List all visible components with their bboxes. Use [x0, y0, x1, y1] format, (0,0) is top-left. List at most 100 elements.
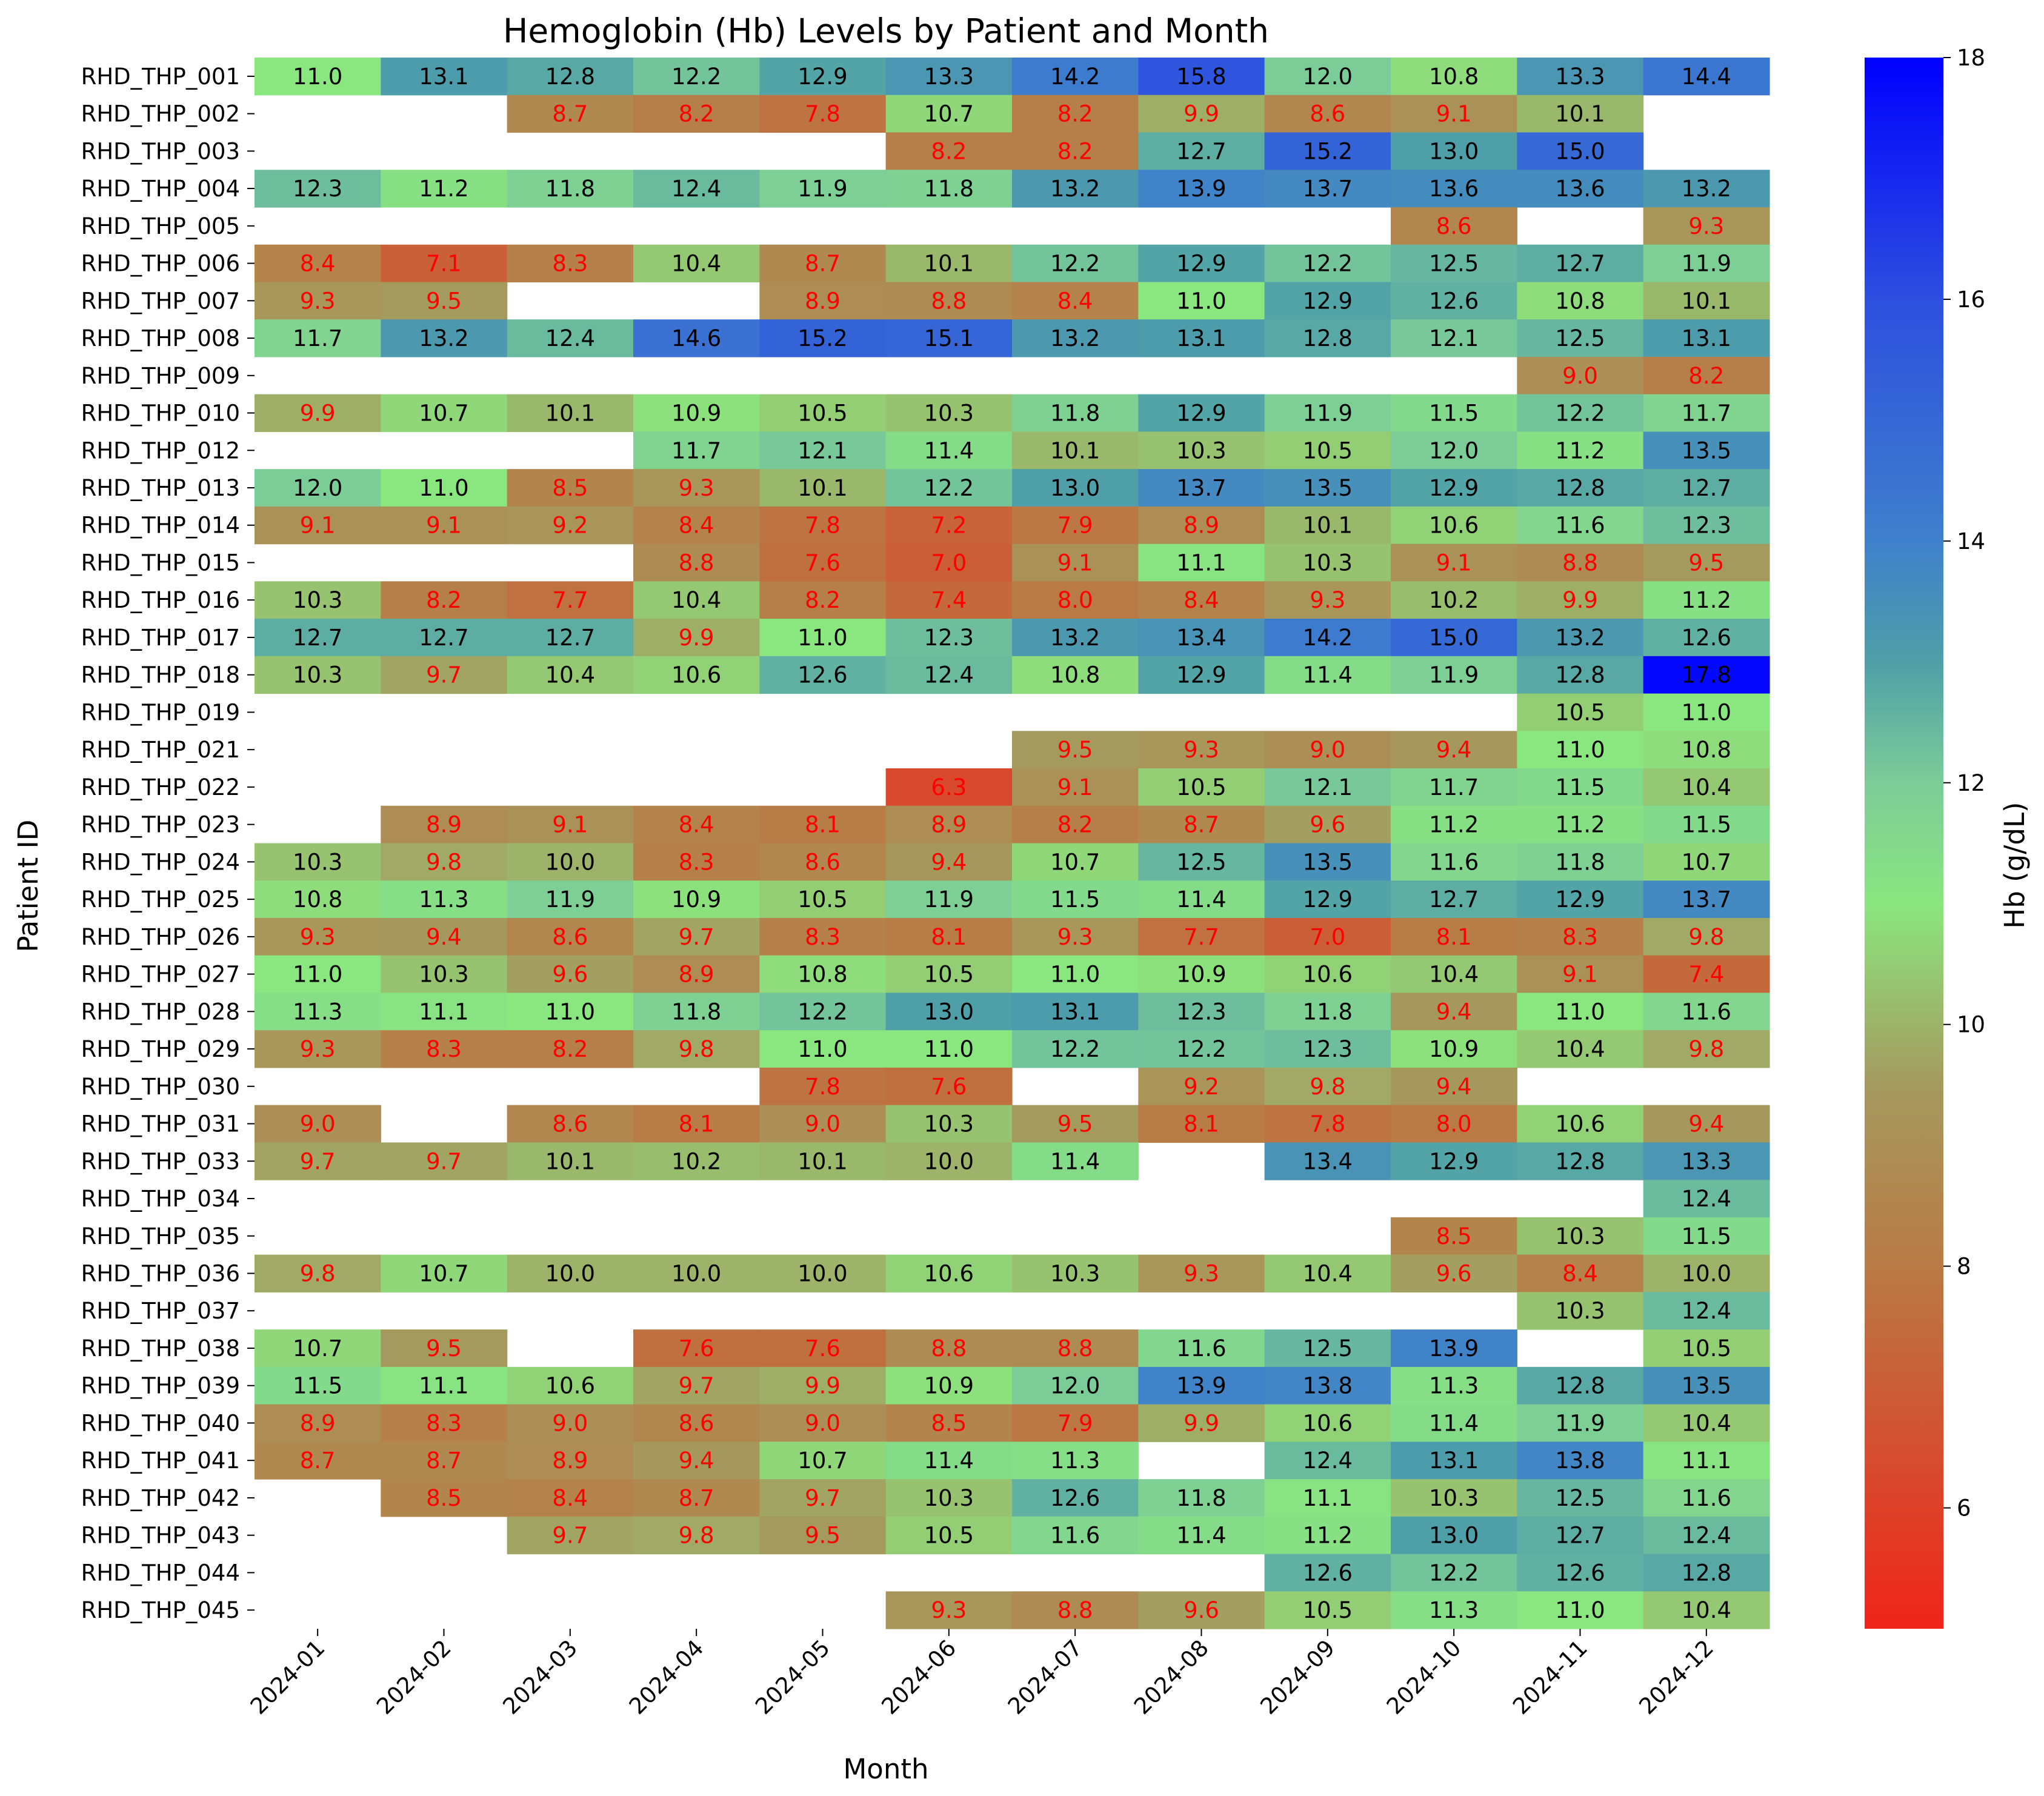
cell-value-label: 10.5: [1176, 774, 1226, 800]
cell-value-label: 11.0: [924, 1036, 974, 1062]
heatmap-cell: [1138, 1105, 1265, 1143]
cell-value-label: 12.4: [1303, 1448, 1353, 1474]
cell-value-label: 11.5: [1555, 774, 1605, 800]
y-tick-label: RHD_THP_002: [81, 101, 240, 127]
cell-value-label: 9.4: [1436, 999, 1472, 1025]
heatmap-cell: [1264, 1105, 1391, 1143]
heatmap-cell: [381, 656, 508, 694]
cell-value-label: 11.1: [1303, 1485, 1353, 1511]
cell-value-label: 11.0: [293, 64, 342, 90]
heatmap-cell: [1517, 1442, 1644, 1480]
heatmap-cell: [885, 544, 1013, 582]
cell-value-label: 9.1: [1436, 101, 1472, 127]
heatmap-cell: [1643, 244, 1770, 283]
y-tick-label: RHD_THP_006: [81, 251, 240, 277]
heatmap-cell: [1517, 132, 1644, 170]
heatmap-cell: [885, 394, 1013, 432]
heatmap-cell: [381, 58, 508, 96]
cell-value-label: 10.3: [1303, 550, 1353, 576]
heatmap-cell: [1264, 1067, 1391, 1106]
cell-value-label: 13.7: [1682, 886, 1731, 913]
cell-value-label: 10.8: [1050, 662, 1100, 688]
heatmap-cell: [1012, 1591, 1139, 1629]
cell-value-label: 10.4: [1682, 1597, 1731, 1623]
heatmap-cell: [507, 469, 634, 507]
heatmap-cell: [381, 244, 508, 283]
heatmap-cell: [1012, 95, 1139, 133]
cell-value-label: 9.6: [552, 962, 588, 988]
cell-value-label: 12.7: [419, 625, 468, 651]
heatmap-cell: [1264, 581, 1391, 619]
cell-value-label: 9.6: [1183, 1597, 1219, 1623]
cell-value-label: 11.0: [419, 475, 468, 501]
cell-value-label: 10.5: [924, 1523, 974, 1549]
cell-value-label: 8.4: [1057, 288, 1093, 314]
heatmap-cell: [255, 1030, 381, 1068]
heatmap-cell: [1012, 170, 1139, 208]
cell-value-label: 11.9: [924, 886, 974, 913]
heatmap-cell: [633, 581, 760, 619]
cell-value-label: 13.8: [1303, 1373, 1353, 1399]
cell-value-label: 10.4: [1682, 774, 1731, 800]
cell-value-label: 10.1: [1303, 513, 1353, 539]
cell-value-label: 8.5: [1436, 1223, 1472, 1249]
cell-value-label: 11.5: [293, 1373, 342, 1399]
heatmap-cell: [1391, 1479, 1517, 1517]
cell-value-label: 9.9: [1183, 1410, 1219, 1436]
heatmap-cell: [1264, 1366, 1391, 1405]
heatmap-cell: [1643, 843, 1770, 881]
cell-value-label: 10.1: [797, 1148, 847, 1174]
heatmap-cell: [759, 656, 887, 694]
cell-value-label: 13.1: [1682, 325, 1731, 351]
heatmap-cell: [1138, 1254, 1265, 1292]
cell-value-label: 9.3: [300, 1036, 336, 1062]
heatmap-cell: [1391, 955, 1517, 994]
cell-value-label: 11.4: [1176, 1523, 1226, 1549]
heatmap-cell: [759, 1329, 887, 1368]
cell-value-label: 10.5: [1682, 1335, 1731, 1362]
y-tick-label: RHD_THP_037: [81, 1298, 240, 1324]
cell-value-label: 7.6: [805, 1335, 841, 1362]
heatmap-cell: [1391, 843, 1517, 881]
cell-value-label: 10.1: [545, 401, 595, 427]
cell-value-label: 9.3: [300, 924, 336, 950]
cell-value-label: 9.1: [1057, 550, 1093, 576]
cell-value-label: 13.3: [1682, 1148, 1731, 1174]
y-tick-label: RHD_THP_021: [81, 737, 240, 763]
heatmap-cell: [1391, 581, 1517, 619]
cell-value-label: 7.9: [1057, 1410, 1093, 1436]
y-tick-label: RHD_THP_012: [81, 437, 240, 464]
heatmap-cell: [255, 1142, 381, 1180]
heatmap-cell: [1012, 581, 1139, 619]
heatmap-cell: [1138, 58, 1265, 96]
heatmap-cell: [1264, 1030, 1391, 1068]
heatmap-cell: [1012, 58, 1139, 96]
cell-value-label: 9.1: [552, 812, 588, 838]
heatmap-cell: [1517, 170, 1644, 208]
heatmap-cell: [1264, 170, 1391, 208]
y-tick-label: RHD_THP_043: [81, 1523, 240, 1549]
heatmap-cell: [1643, 993, 1770, 1031]
y-tick-label: RHD_THP_007: [81, 288, 240, 314]
cell-value-label: 10.6: [924, 1260, 974, 1286]
heatmap-cell: [507, 58, 634, 96]
heatmap-cell: [381, 319, 508, 358]
heatmap-cell: [759, 282, 887, 320]
cell-value-label: 8.1: [679, 1111, 714, 1137]
y-tick-label: RHD_THP_030: [81, 1074, 240, 1100]
heatmap-cell: [1391, 282, 1517, 320]
heatmap-cell: [1012, 1329, 1139, 1368]
cell-value-label: 8.4: [1562, 1260, 1598, 1286]
cell-value-label: 8.4: [552, 1485, 588, 1511]
heatmap-cell: [885, 506, 1013, 545]
heatmap-cell: [1264, 805, 1391, 844]
cell-value-label: 10.4: [1682, 1410, 1731, 1436]
cell-value-label: 7.6: [931, 1074, 967, 1100]
heatmap-cell: [1391, 1030, 1517, 1068]
cell-value-label: 9.8: [426, 849, 462, 875]
cell-value-label: 13.1: [1429, 1448, 1479, 1474]
heatmap-cell: [507, 619, 634, 657]
cell-value-label: 9.5: [1057, 1111, 1093, 1137]
cell-value-label: 12.6: [797, 662, 847, 688]
heatmap-cell: [1138, 917, 1265, 956]
